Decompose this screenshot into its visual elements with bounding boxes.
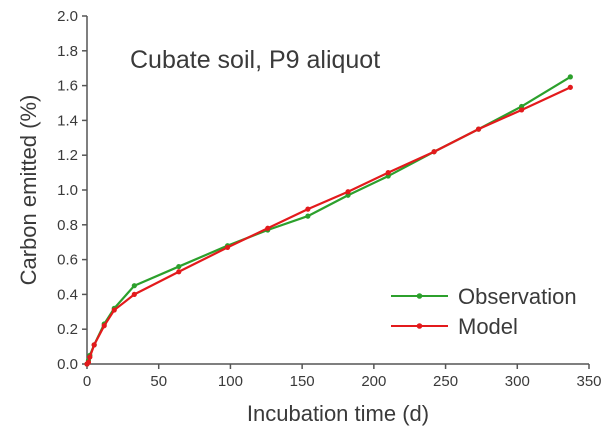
y-ticks: 0.0 0.2 0.4 0.6 0.8 1.0 1.2 1.4 1.6 1.8 2.0: [57, 8, 87, 373]
data-point-observation: [176, 263, 182, 270]
x-tick-label: 0: [83, 373, 91, 390]
y-tick-label: 1.2: [57, 147, 78, 164]
data-point-observation: [305, 213, 311, 219]
data-point-model: [91, 342, 97, 348]
data-point-model: [345, 189, 351, 195]
y-tick-label: 1.8: [57, 43, 78, 60]
y-tick-label: 1.4: [57, 112, 78, 129]
x-tick-label: 150: [290, 373, 315, 390]
legend: Observation Model: [391, 284, 577, 339]
series-model: [84, 84, 573, 367]
x-tick-label: 50: [150, 373, 167, 390]
y-tick-label: 0.4: [57, 286, 78, 303]
series-layer: [84, 74, 573, 367]
legend-marker-model: [416, 323, 423, 329]
y-tick-label: 1.0: [57, 182, 78, 199]
chart-title: Cubate soil, P9 aliquot: [130, 46, 380, 74]
legend-label-observation: Observation: [458, 284, 577, 309]
data-point-model: [131, 291, 137, 297]
x-axis-title: Incubation time (d): [247, 401, 429, 426]
data-point-model: [518, 107, 525, 113]
legend-item-model: Model: [391, 314, 518, 339]
y-tick-label: 0.0: [57, 356, 78, 373]
x-tick-label: 200: [361, 373, 386, 390]
data-point-model: [101, 323, 107, 329]
legend-item-observation: Observation: [391, 284, 577, 309]
y-tick-label: 2.0: [57, 8, 78, 25]
x-ticks: 0 50 100 150 200 250 300 350: [83, 364, 602, 390]
x-tick-label: 350: [576, 373, 601, 390]
x-tick-label: 250: [433, 373, 458, 390]
data-point-model: [475, 126, 482, 132]
legend-label-model: Model: [458, 314, 518, 339]
x-tick-label: 300: [505, 373, 530, 390]
data-point-model: [305, 206, 311, 212]
y-tick-label: 1.6: [57, 78, 78, 95]
data-point-model: [567, 84, 573, 90]
data-point-model: [85, 359, 92, 365]
y-axis-title: Carbon emitted (%): [16, 95, 41, 286]
legend-marker-observation: [416, 293, 423, 299]
data-point-model: [385, 170, 391, 176]
data-point-model: [265, 225, 271, 231]
y-tick-label: 0.6: [57, 252, 78, 269]
data-point-model: [176, 269, 182, 275]
data-point-model: [431, 149, 437, 155]
axes: 0.0 0.2 0.4 0.6 0.8 1.0 1.2 1.4 1.6 1.8 2.0 0 50 100…: [57, 8, 601, 390]
data-point-model: [224, 244, 231, 251]
data-point-model: [87, 354, 93, 360]
data-point-model: [111, 307, 117, 313]
y-tick-label: 0.8: [57, 217, 78, 234]
y-tick-label: 0.2: [57, 321, 78, 338]
x-tick-label: 100: [218, 373, 243, 390]
data-point-observation: [567, 74, 573, 80]
data-point-observation: [131, 283, 137, 289]
